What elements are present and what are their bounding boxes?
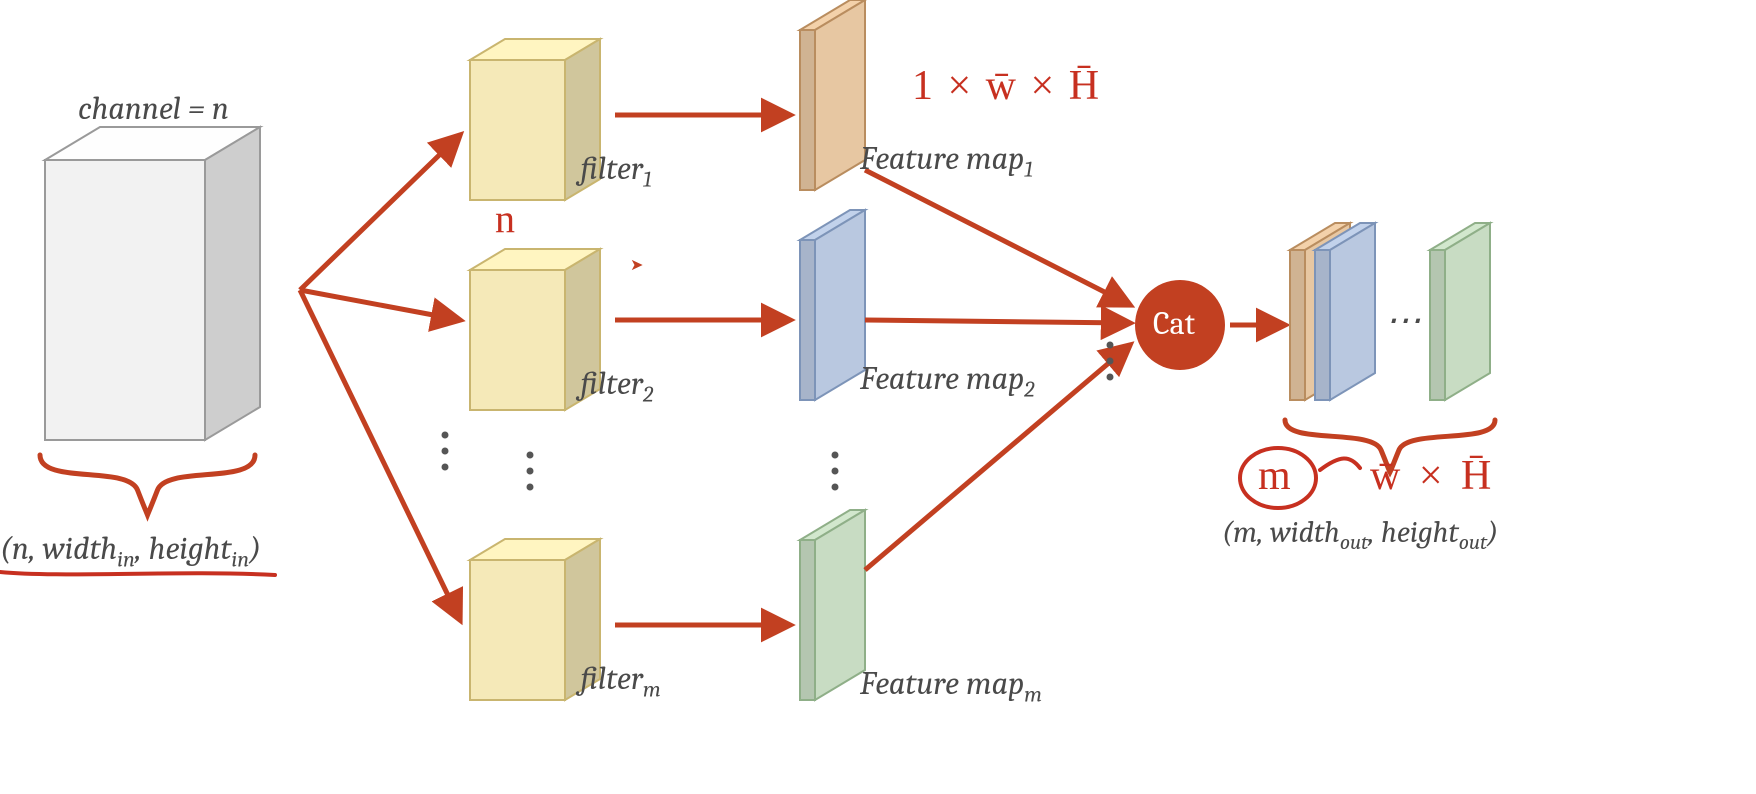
label-output-ellipsis: ⋯ [1385, 300, 1421, 341]
label-fmap1: Feature map1 [860, 140, 1033, 182]
anno-n: n [495, 195, 515, 242]
label-channel: channel = n [78, 90, 229, 127]
label-input-shape: (n, widthin, heightin) [0, 530, 261, 572]
label-filter2: filter2 [580, 365, 653, 407]
label-filter1: filter1 [580, 150, 652, 192]
label-fmap2: Feature map2 [860, 360, 1034, 402]
label-cat: Cat [1153, 305, 1195, 342]
anno-dims: 1 × w̄ × H̄ [912, 62, 1101, 110]
cursor-icon: ➤ [630, 255, 643, 274]
label-filterm: filterm [580, 660, 661, 702]
anno-m: m [1258, 452, 1291, 500]
anno-wh: w̄ × H̄ [1370, 452, 1495, 500]
label-output-shape: (m, widthout, heightout) [1222, 515, 1498, 555]
label-fmapm: Feature mapm [860, 665, 1042, 707]
